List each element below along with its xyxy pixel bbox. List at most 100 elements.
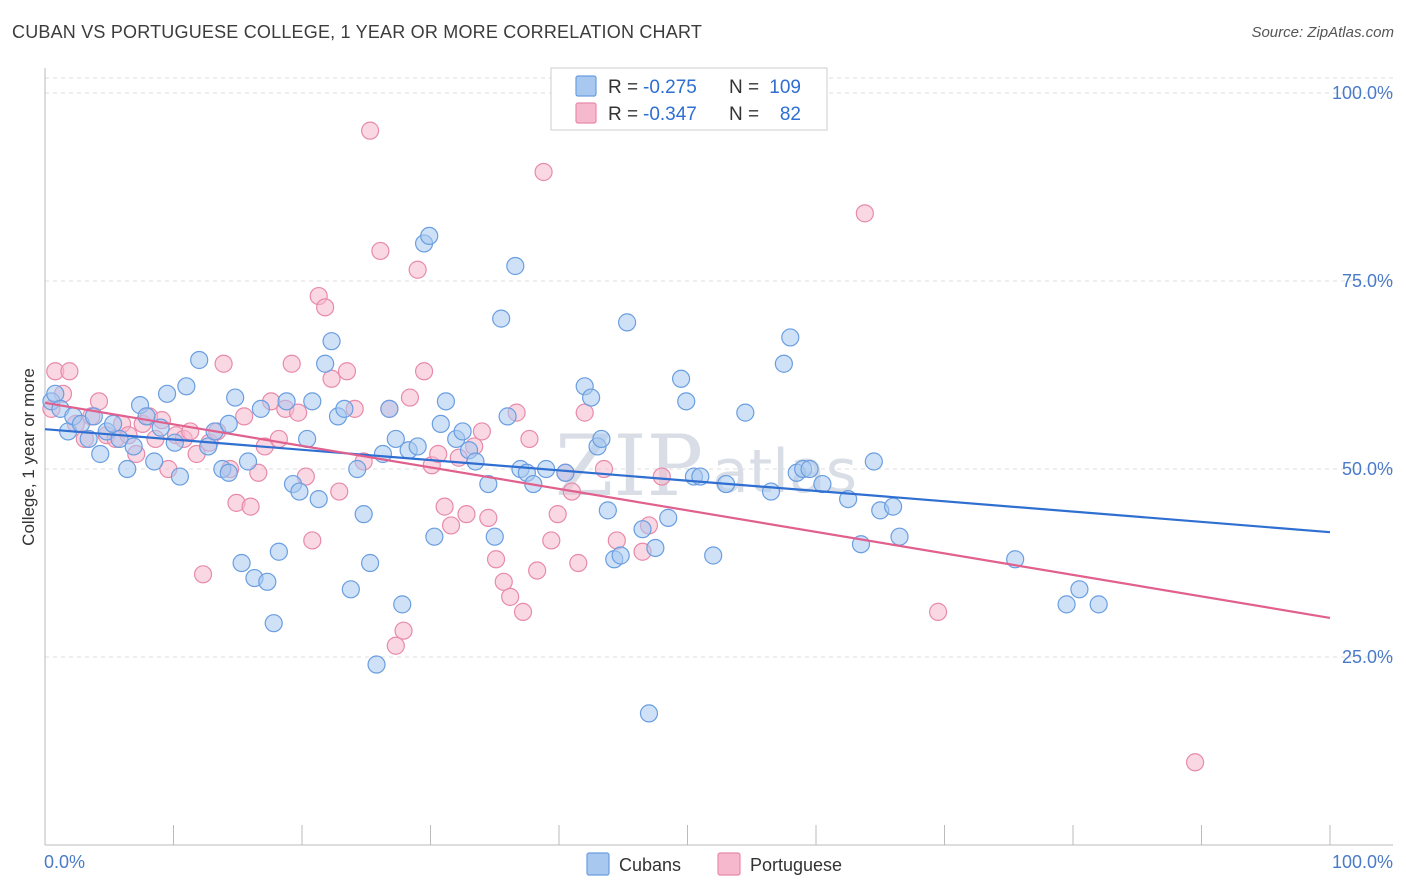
portuguese-point-49 bbox=[386, 636, 405, 655]
cubans-point-95 bbox=[761, 482, 781, 501]
portuguese-point-52 bbox=[408, 260, 427, 279]
cubans-point-104 bbox=[864, 452, 883, 471]
cubans-point-111 bbox=[1089, 595, 1108, 614]
cubans-point-66 bbox=[479, 474, 498, 494]
x-tick-label-max: 100.0% bbox=[1332, 852, 1393, 872]
portuguese-point-76 bbox=[575, 403, 594, 422]
watermark-atlas: atlas bbox=[712, 437, 857, 507]
portuguese-point-25 bbox=[214, 354, 233, 373]
cubans-point-68 bbox=[492, 309, 511, 328]
portuguese-point-30 bbox=[249, 463, 268, 482]
legend-swatch-cubans bbox=[575, 75, 597, 97]
cubans-point-19 bbox=[165, 433, 184, 452]
cubans-point-87 bbox=[659, 508, 678, 527]
cubans-point-65 bbox=[466, 452, 485, 471]
cubans-point-54 bbox=[393, 595, 412, 614]
cubans-point-52 bbox=[380, 399, 399, 418]
cubans-point-26 bbox=[219, 414, 238, 434]
cubans-point-6 bbox=[79, 429, 98, 449]
cubans-point-8 bbox=[91, 444, 110, 464]
portuguese-point-40 bbox=[316, 298, 335, 317]
bottom-legend-swatch-portuguese bbox=[717, 852, 741, 876]
cubans-point-13 bbox=[124, 437, 143, 456]
cubans-point-59 bbox=[425, 527, 444, 546]
cubans-point-29 bbox=[232, 553, 251, 573]
cubans-point-1 bbox=[46, 384, 65, 403]
portuguese-point-3 bbox=[60, 362, 79, 381]
portuguese-point-82 bbox=[855, 204, 874, 223]
cubans-point-110 bbox=[1070, 580, 1089, 599]
y-tick-label-25: 25.0% bbox=[1342, 647, 1393, 667]
portuguese-point-78 bbox=[607, 531, 626, 550]
cubans-point-38 bbox=[290, 482, 309, 501]
cubans-point-109 bbox=[1057, 595, 1076, 614]
cubans-point-85 bbox=[639, 704, 659, 723]
cubans-point-41 bbox=[309, 489, 328, 509]
cubans-point-83 bbox=[618, 313, 637, 332]
x-axis-ticks bbox=[44, 825, 1331, 845]
cubans-point-53 bbox=[386, 429, 405, 449]
portuguese-point-41 bbox=[322, 369, 341, 388]
cubans-point-16 bbox=[145, 452, 164, 471]
portuguese-point-38 bbox=[303, 531, 322, 550]
portuguese-point-35 bbox=[282, 354, 301, 373]
portuguese-point-70 bbox=[534, 162, 553, 182]
cubans-point-45 bbox=[335, 399, 354, 418]
portuguese-trend-line bbox=[44, 401, 1331, 619]
cubans-point-46 bbox=[341, 580, 360, 599]
legend-swatch-portuguese bbox=[575, 102, 597, 124]
cubans-point-36 bbox=[277, 392, 296, 411]
cubans-point-89 bbox=[677, 392, 696, 411]
legend-r-value-cubans: -0.275 bbox=[643, 77, 697, 98]
cubans-point-21 bbox=[177, 377, 196, 396]
cubans-point-60 bbox=[431, 414, 450, 434]
portuguese-point-42 bbox=[330, 482, 349, 501]
portuguese-point-53 bbox=[414, 362, 434, 381]
cubans-point-42 bbox=[316, 354, 335, 373]
cubans-point-56 bbox=[408, 437, 427, 456]
portuguese-point-28 bbox=[235, 407, 254, 426]
cubans-point-88 bbox=[671, 369, 691, 388]
portuguese-point-51 bbox=[400, 388, 420, 407]
source-credit: Source: ZipAtlas.com bbox=[1251, 24, 1394, 41]
portuguese-point-75 bbox=[569, 553, 588, 573]
cubans-point-50 bbox=[367, 655, 386, 674]
cubans-point-79 bbox=[592, 429, 611, 449]
portuguese-point-33 bbox=[269, 429, 288, 449]
portuguese-point-67 bbox=[513, 602, 533, 621]
cubans-point-70 bbox=[506, 256, 525, 276]
cubans-point-61 bbox=[436, 392, 456, 411]
cubans-point-10 bbox=[104, 414, 123, 434]
cubans-point-15 bbox=[137, 407, 156, 426]
cubans-point-35 bbox=[269, 542, 288, 561]
cubans-point-94 bbox=[736, 403, 755, 422]
legend-r-label-portuguese: R = bbox=[608, 104, 638, 125]
legend-n-label-cubans: N = bbox=[729, 77, 759, 98]
y-axis-label: College, 1 year or more bbox=[19, 368, 38, 546]
cubans-point-48 bbox=[354, 505, 373, 524]
legend-n-value-cubans: 109 bbox=[769, 77, 801, 98]
legend-n-value-portuguese: 82 bbox=[780, 104, 801, 125]
legend-r-value-portuguese: -0.347 bbox=[643, 104, 697, 125]
portuguese-point-81 bbox=[652, 467, 671, 486]
bottom-legend: Cubans Portuguese bbox=[586, 852, 842, 876]
cubans-point-77 bbox=[582, 388, 601, 407]
bottom-legend-swatch-cubans bbox=[586, 852, 610, 876]
portuguese-point-43 bbox=[337, 362, 357, 381]
y-axis-tick-labels: 25.0% 50.0% 75.0% 100.0% bbox=[1332, 83, 1393, 667]
cubans-point-33 bbox=[258, 572, 277, 591]
cubans-trend-line bbox=[44, 428, 1331, 534]
portuguese-point-62 bbox=[479, 508, 498, 527]
cubans-point-12 bbox=[118, 459, 137, 479]
chart-title: CUBAN VS PORTUGUESE COLLEGE, 1 YEAR OR M… bbox=[12, 22, 703, 42]
cubans-point-80 bbox=[598, 501, 617, 520]
cubans-point-58 bbox=[420, 226, 439, 246]
cubans-point-82 bbox=[611, 546, 630, 565]
cubans-point-30 bbox=[238, 452, 258, 471]
portuguese-point-22 bbox=[193, 565, 213, 584]
x-tick-label-min: 0.0% bbox=[44, 852, 85, 872]
portuguese-point-29 bbox=[241, 497, 260, 516]
cubans-point-67 bbox=[485, 527, 504, 546]
cubans-point-86 bbox=[646, 538, 665, 558]
